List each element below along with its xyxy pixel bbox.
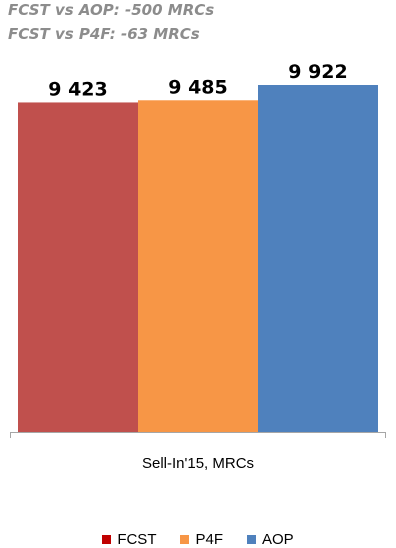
annotation-fcst-vs-p4f: FCST vs P4F: -63 MRCs: [8, 25, 200, 43]
legend-label-aop: AOP: [262, 531, 294, 548]
bar-aop: [258, 85, 378, 432]
legend-swatch-fcst: [102, 535, 112, 544]
legend: FCST P4F AOP: [0, 531, 396, 548]
legend-item-fcst: FCST: [102, 531, 156, 548]
legend-item-p4f: P4F: [180, 531, 223, 548]
legend-swatch-aop: [247, 535, 256, 544]
legend-label-p4f: P4F: [195, 531, 223, 548]
value-label-p4f: 9 485: [168, 76, 228, 98]
value-label-aop: 9 922: [288, 61, 348, 83]
value-labels-group: 9 423 9 485 9 922: [48, 61, 348, 100]
value-label-fcst: 9 423: [48, 78, 108, 100]
legend-item-aop: AOP: [247, 531, 294, 548]
bars-group: [18, 85, 378, 433]
legend-swatch-p4f: [180, 535, 190, 544]
bar-p4f: [138, 100, 258, 432]
legend-label-fcst: FCST: [117, 531, 157, 548]
category-label: Sell-In'15, MRCs: [142, 455, 254, 472]
annotation-fcst-vs-aop: FCST vs AOP: -500 MRCs: [8, 1, 215, 19]
bar-fcst: [18, 102, 138, 433]
